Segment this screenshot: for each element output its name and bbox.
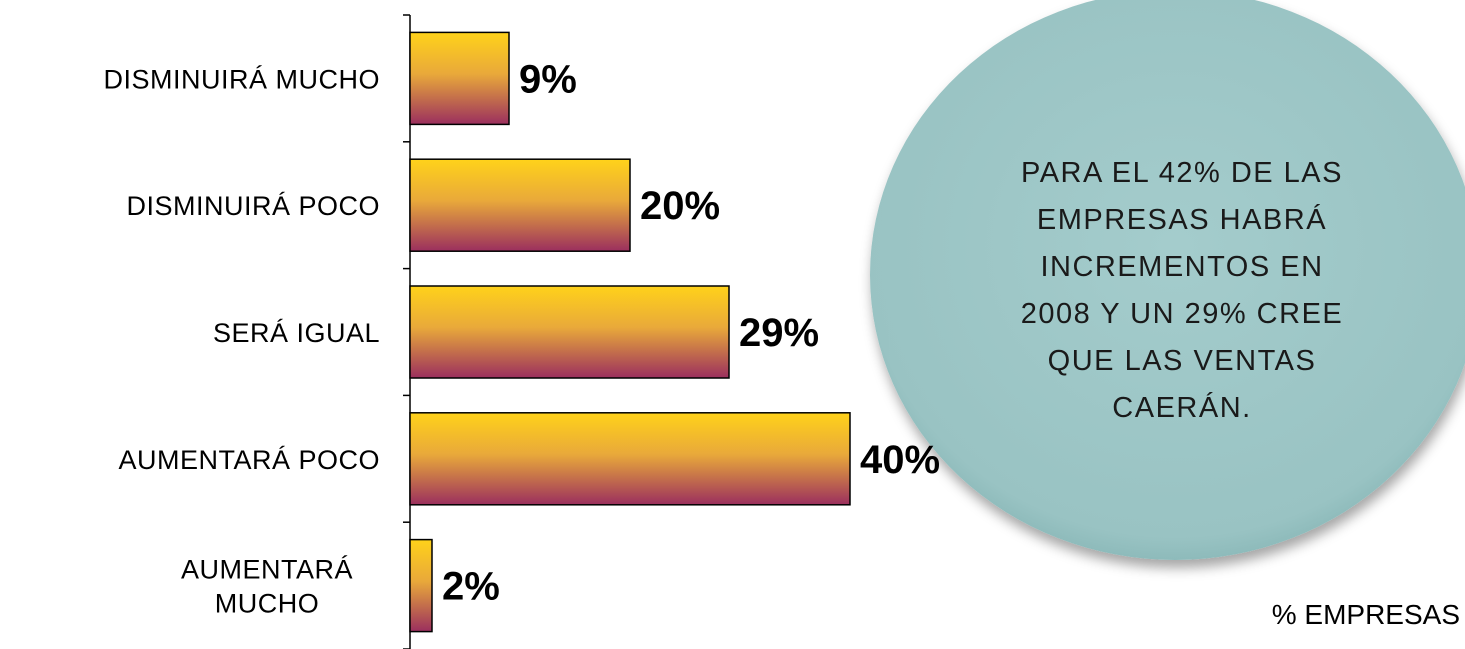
callout-bubble: PARA EL 42% DE LAS EMPRESAS HABRÁ INCREMEN… <box>870 0 1465 560</box>
value-label: 29% <box>739 311 819 355</box>
callout-line: QUE LAS VENTAS <box>1048 345 1317 377</box>
category-label-line: DISMINUIRÁ POCO <box>126 191 380 221</box>
category-label-line: DISMINUIRÁ MUCHO <box>104 64 381 94</box>
legend-label: % EMPRESAS <box>1272 599 1460 630</box>
category-axis: DISMINUIRÁ MUCHO DISMINUIRÁ POCO SERÁ IGUA… <box>104 14 411 649</box>
bars: 9% 20% 29% 40% 2% <box>409 31 940 633</box>
category-label-line: AUMENTARÁ POCO <box>118 445 380 475</box>
value-label: 20% <box>640 184 720 228</box>
bar <box>409 538 433 633</box>
value-label: 9% <box>519 57 577 101</box>
category-label-line: AUMENTARÁ <box>181 555 353 585</box>
callout-ellipse <box>870 0 1465 560</box>
callout-line: EMPRESAS HABRÁ <box>1037 203 1327 236</box>
value-label: 40% <box>860 438 940 482</box>
bar <box>409 412 851 506</box>
category-label: AUMENTARÁ MUCHO <box>181 555 353 619</box>
bar <box>409 285 730 379</box>
category-label: AUMENTARÁ POCO <box>118 445 380 475</box>
callout-line: CAERÁN. <box>1112 391 1251 424</box>
callout-line: 2008 Y UN 29% CREE <box>1021 298 1344 330</box>
category-label-line: MUCHO <box>215 589 320 619</box>
category-label-line: SERÁ IGUAL <box>213 318 380 348</box>
callout-text: PARA EL 42% DE LAS EMPRESAS HABRÁ INCREMEN… <box>1021 157 1344 424</box>
category-label: DISMINUIRÁ POCO <box>126 191 380 221</box>
callout-line: INCREMENTOS EN <box>1040 251 1323 283</box>
category-label: SERÁ IGUAL <box>213 318 380 348</box>
category-label: DISMINUIRÁ MUCHO <box>104 64 381 94</box>
bar <box>409 158 631 252</box>
bar <box>409 31 510 126</box>
value-label: 2% <box>442 565 500 609</box>
callout-line: PARA EL 42% DE LAS <box>1021 157 1343 189</box>
